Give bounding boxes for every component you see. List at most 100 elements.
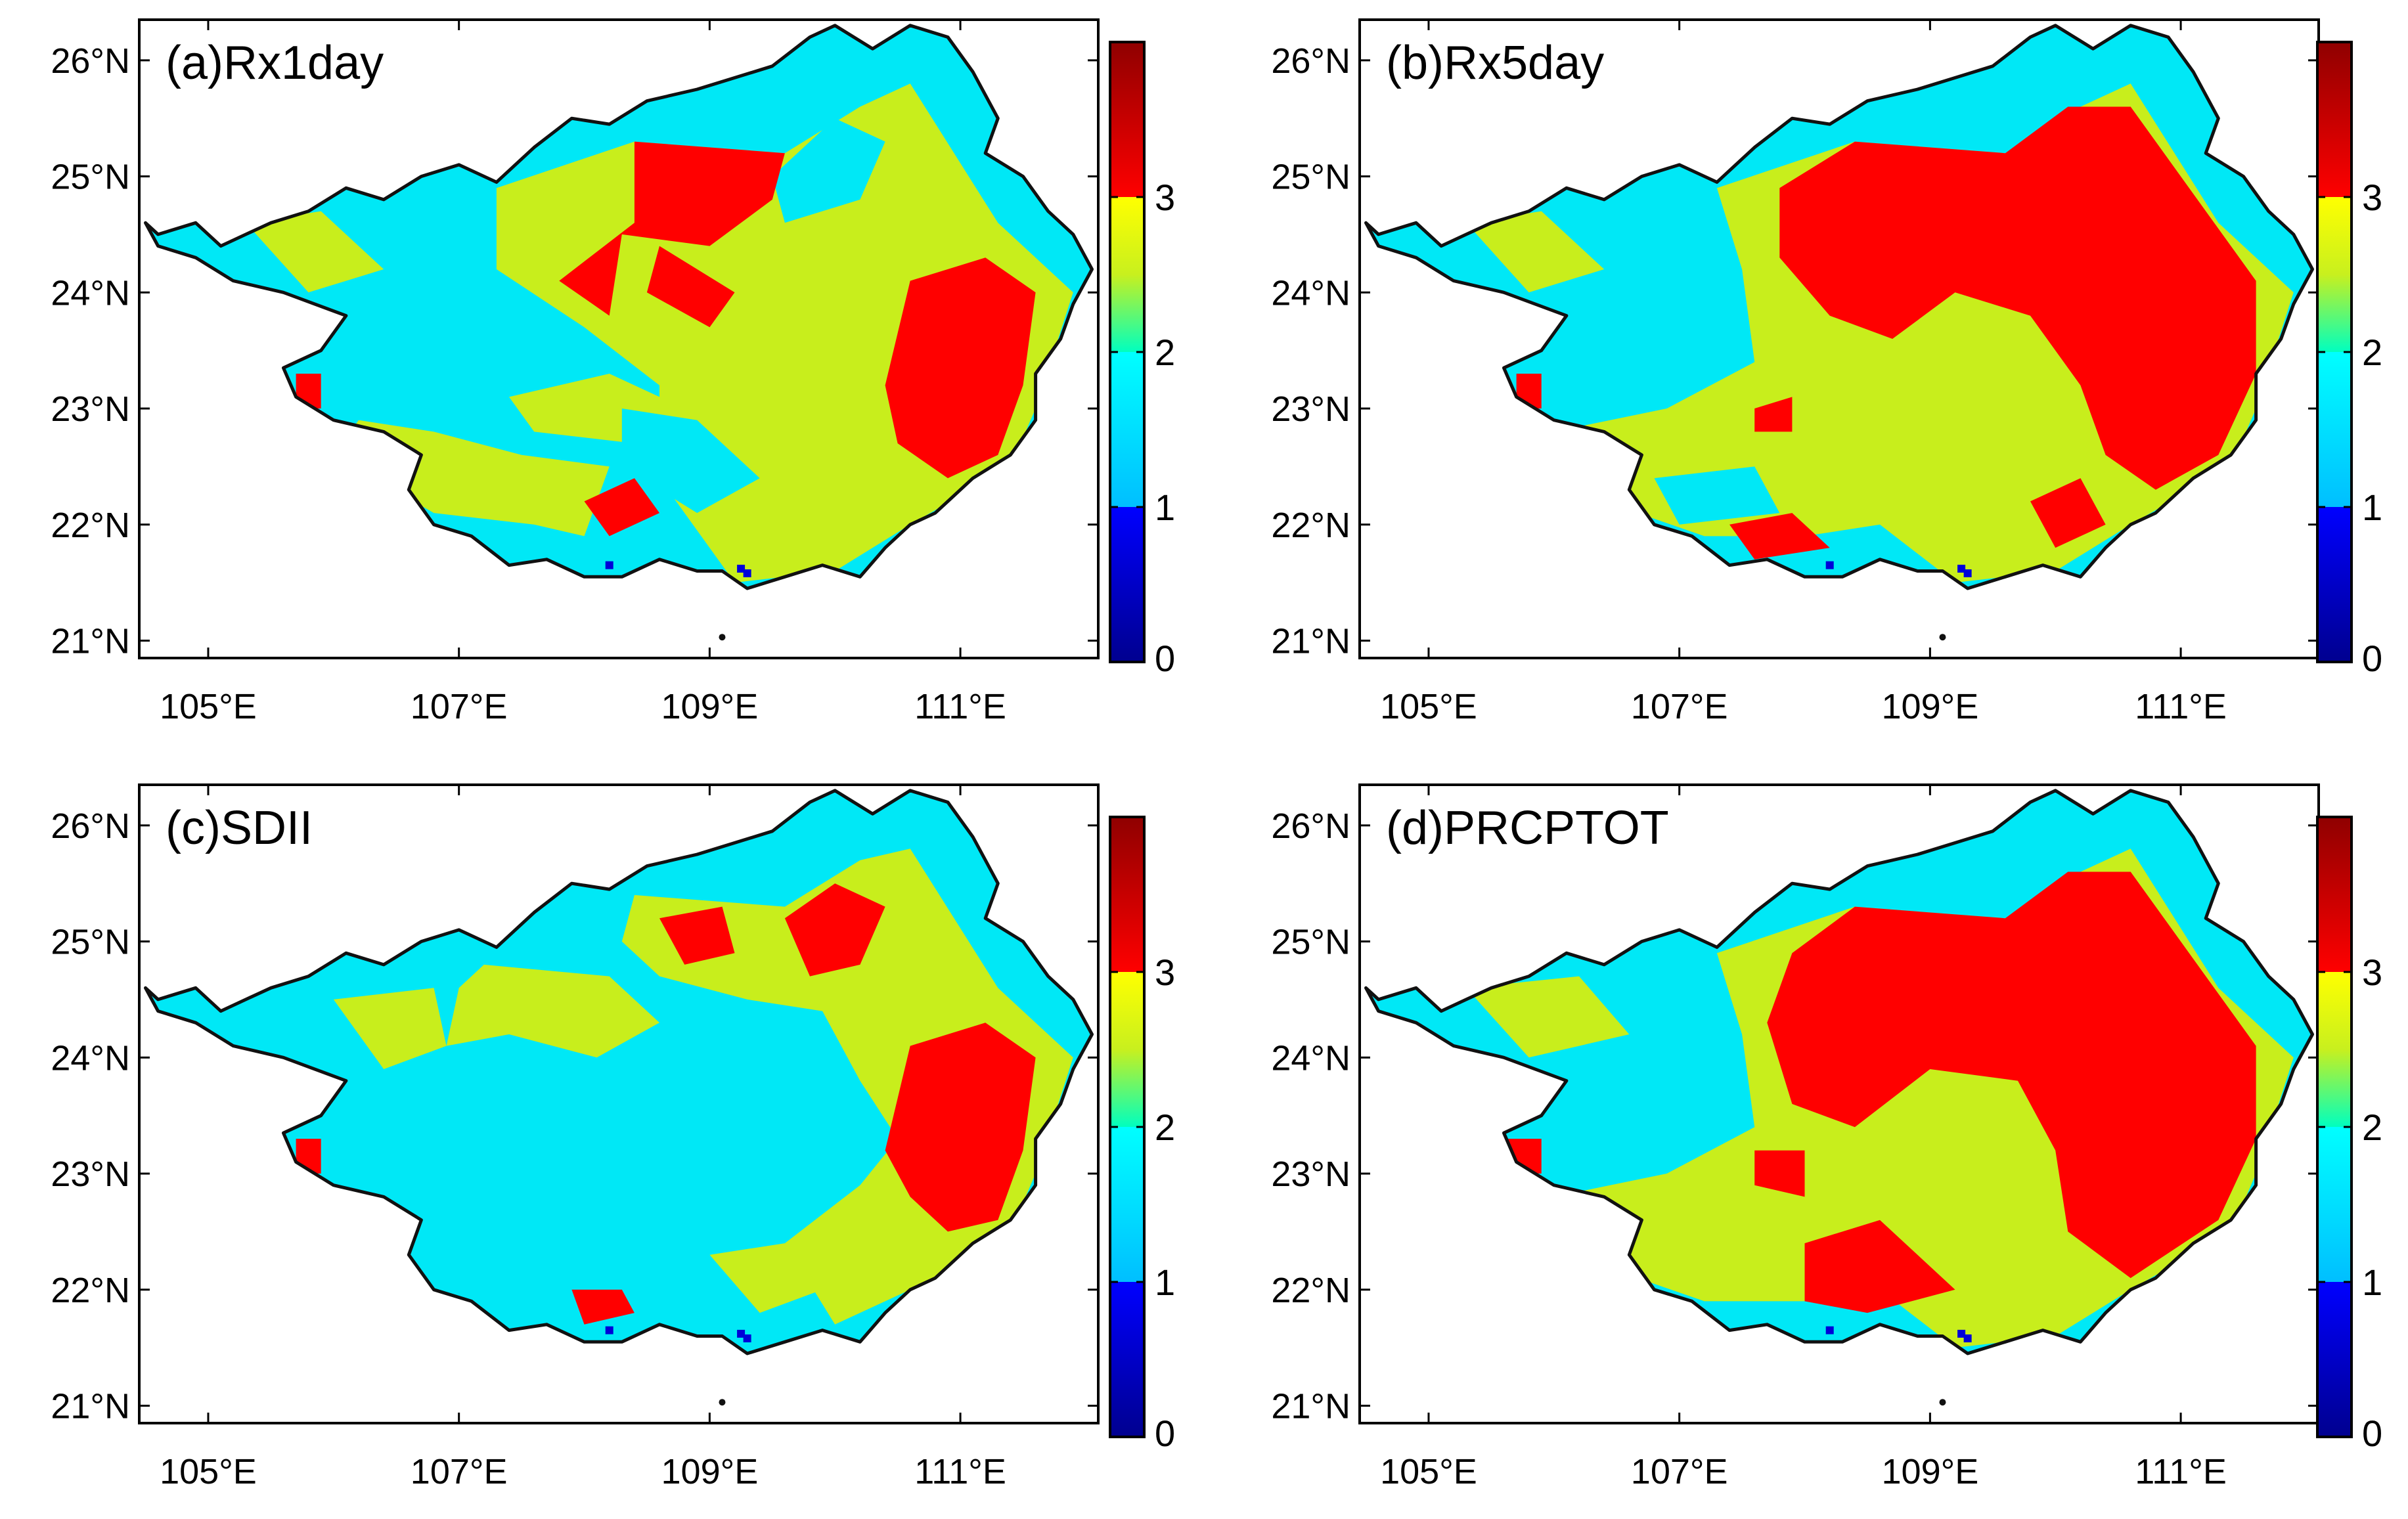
colorbar-bin: [1110, 1282, 1144, 1437]
colorbar-tick-label: 0: [2362, 638, 2382, 679]
colorbar-bin: [2317, 352, 2352, 507]
patch-blue: [737, 564, 746, 573]
x-tick-label: 111°E: [914, 1452, 1006, 1491]
colorbar-bin: [2317, 42, 2352, 197]
patch-blue: [1963, 1334, 1972, 1342]
patch-blue: [1957, 564, 1966, 573]
y-tick-label: 26°N: [51, 806, 130, 846]
colorbar: 0 1 2 3: [1109, 41, 1175, 679]
patch-yellow-green: [333, 988, 447, 1069]
y-tick-label: 25°N: [51, 923, 130, 962]
patch-cyan: [772, 118, 885, 223]
x-tick-label: 109°E: [1882, 1452, 1979, 1491]
colorbar-bin: [2317, 197, 2352, 352]
patch-red: [885, 1023, 1036, 1232]
patch-blue: [737, 1329, 746, 1338]
patch-red: [2030, 478, 2106, 548]
patch-red: [1779, 106, 2256, 490]
x-tick-label: 111°E: [2135, 1452, 2227, 1491]
island-dot: [719, 634, 726, 641]
map-panel-b: 105°E 107°E 109°E 111°E 26°N 25°N 24°N 23°N 22°N…: [1271, 18, 2382, 726]
colorbar-tick-label: 3: [2362, 952, 2382, 993]
colorbar-tick-label: 2: [1155, 1107, 1175, 1148]
y-tick-label: 21°N: [51, 621, 130, 661]
colorbar-tick-label: 0: [2362, 1413, 2382, 1454]
colorbar-tick-label: 3: [1155, 177, 1175, 218]
colorbar-bin: [1110, 1127, 1144, 1282]
patch-red: [885, 257, 1036, 479]
colorbar-bin: [1110, 352, 1144, 507]
patch-red: [571, 1289, 635, 1325]
y-tick-label: 25°N: [1271, 923, 1350, 962]
y-tick-label: 26°N: [1271, 41, 1350, 81]
colorbar-tick-label: 0: [1155, 638, 1175, 679]
x-tick-label: 105°E: [160, 687, 257, 726]
map-frame: [138, 783, 1100, 1424]
value-patches: [296, 848, 1073, 1325]
x-tick-label: 107°E: [1631, 1452, 1728, 1491]
patch-yellow-green: [709, 1243, 823, 1313]
patch-yellow-green: [1466, 976, 1630, 1058]
value-patches: [1466, 848, 2294, 1348]
y-tick-label: 22°N: [51, 1271, 130, 1310]
x-tick-label: 105°E: [160, 1452, 257, 1491]
patch-red: [584, 478, 659, 537]
y-tick-label: 22°N: [1271, 1271, 1350, 1310]
patch-red: [1767, 871, 2256, 1279]
y-tick-label: 23°N: [1271, 1155, 1350, 1194]
x-tick-label: 105°E: [1380, 687, 1477, 726]
y-tick-label: 23°N: [51, 1155, 130, 1194]
colorbar-tick-label: 1: [1155, 1262, 1175, 1303]
colorbar-tick-label: 1: [2362, 487, 2382, 528]
patch-yellow-green: [446, 964, 659, 1058]
region-boundary: [144, 789, 1094, 1355]
patch-blue: [743, 1334, 751, 1342]
map-panel-c: 105°E 107°E 109°E 111°E 26°N 25°N 24°N 23°N 22°N…: [51, 783, 1175, 1491]
colorbar: 0 1 2 3: [2316, 816, 2382, 1454]
patch-yellow-green: [1466, 211, 1605, 293]
y-tick-label: 24°N: [1271, 1038, 1350, 1078]
patch-blue: [1957, 1329, 1966, 1338]
patch-cyan: [621, 408, 760, 514]
colorbar: 0 1 2 3: [2316, 41, 2382, 679]
colorbar-tick-label: 1: [1155, 487, 1175, 528]
region-boundary: [144, 24, 1094, 590]
y-tick-label: 26°N: [51, 41, 130, 81]
patch-yellow-green: [246, 211, 384, 293]
patch-red: [1754, 397, 1793, 432]
colorbar-bin: [2317, 817, 2352, 972]
value-patches: [246, 83, 1073, 583]
colorbar-tick-label: 0: [1155, 1413, 1175, 1454]
x-tick-label: 109°E: [661, 687, 759, 726]
patch-blue: [1825, 561, 1834, 569]
colorbar-bin: [1110, 972, 1144, 1127]
x-tick-label: 107°E: [411, 1452, 508, 1491]
map-panel-a: 105°E 107°E 109°E 111°E 26°N 25°N 24°N 23°N 22°N…: [51, 18, 1175, 726]
panel-title: (b)Rx5day: [1386, 37, 1604, 89]
patch-red: [1754, 1150, 1805, 1197]
x-tick-label: 107°E: [411, 687, 508, 726]
patch-cyan: [1629, 1057, 1755, 1151]
patch-blue: [605, 561, 613, 569]
y-tick-label: 21°N: [1271, 1386, 1350, 1426]
x-tick-label: 111°E: [2135, 687, 2227, 726]
x-tick-label: 105°E: [1380, 1452, 1477, 1491]
y-tick-label: 23°N: [51, 389, 130, 429]
colorbar-tick-label: 2: [1155, 332, 1175, 373]
colorbar-bin: [1110, 817, 1144, 972]
colorbar: 0 1 2 3: [1109, 816, 1175, 1454]
patch-red: [1729, 513, 1830, 560]
y-tick-label: 24°N: [51, 273, 130, 313]
x-tick-label: 109°E: [661, 1452, 759, 1491]
x-tick-label: 107°E: [1631, 687, 1728, 726]
panel-title: (c)SDII: [166, 802, 313, 854]
colorbar-tick-label: 1: [2362, 1262, 2382, 1303]
patch-red: [784, 883, 885, 977]
panel-title: (d)PRCPTOT: [1386, 802, 1669, 854]
patch-red: [1804, 1220, 1955, 1313]
patch-red: [559, 141, 785, 316]
island-dot: [1939, 1399, 1946, 1406]
y-tick-label: 21°N: [51, 1386, 130, 1426]
colorbar-tick-label: 2: [2362, 1107, 2382, 1148]
